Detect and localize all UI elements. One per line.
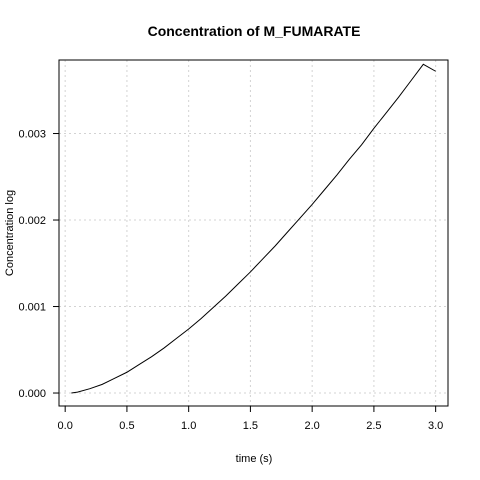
x-tick-label: 0.5 [119, 420, 134, 432]
x-tick-label: 0.0 [58, 420, 73, 432]
series-line-concentration [71, 63, 436, 394]
y-tick-label: 0.001 [18, 302, 46, 314]
x-axis-label: time (s) [236, 453, 273, 465]
y-axis: 0.000 0.001 0.002 0.003 [18, 129, 59, 400]
x-tick-label: 2.5 [366, 420, 381, 432]
chart-title: Concentration of M_FUMARATE [148, 23, 361, 39]
y-tick-label: 0.003 [18, 129, 46, 141]
plot-area-border [58, 59, 449, 407]
grid-lines [59, 60, 448, 406]
x-tick-label: 1.0 [181, 420, 196, 432]
x-tick-label: 2.0 [305, 420, 320, 432]
y-tick-label: 0.000 [18, 388, 46, 400]
y-tick-label: 0.002 [18, 215, 46, 227]
x-tick-label: 1.5 [243, 420, 258, 432]
y-axis-label: Concentration log [4, 190, 16, 276]
x-axis: 0.0 0.5 1.0 1.5 2.0 2.5 3.0 [58, 406, 443, 432]
x-tick-label: 3.0 [428, 420, 443, 432]
